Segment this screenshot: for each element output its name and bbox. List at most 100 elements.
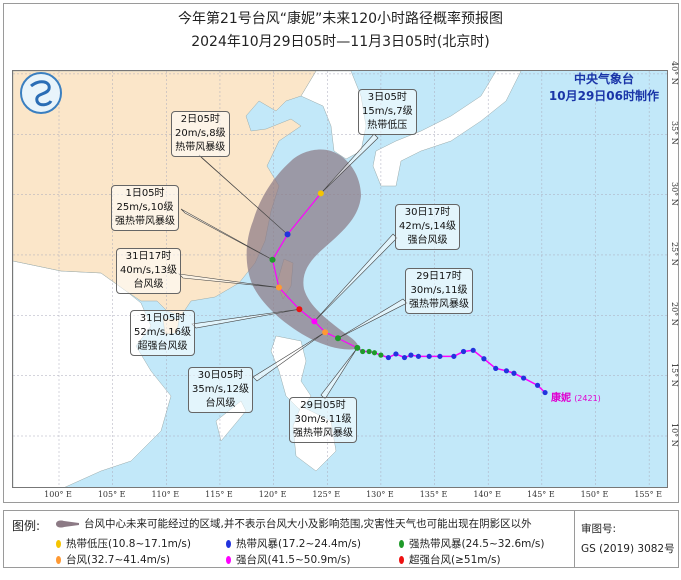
storm-label: 康妮 (2421)	[551, 389, 601, 404]
lon-tick-label: 150° E	[580, 490, 609, 499]
legend-item-label: 强热带风暴(24.5~32.6m/s)	[409, 538, 545, 550]
lat-tick-label: 35° N	[670, 121, 679, 145]
lon-tick-label: 120° E	[258, 490, 287, 499]
past-track-point	[521, 375, 527, 381]
legend-item-label: 热带低压(10.8~17.1m/s)	[66, 538, 191, 550]
lat-tick-label: 25° N	[670, 241, 679, 266]
lat-tick-label: 10° N	[670, 423, 679, 447]
legend-title: 图例:	[12, 519, 41, 533]
callout-time: 31日17时	[125, 251, 172, 262]
forecast-point	[311, 318, 318, 325]
past-track-point	[460, 348, 467, 355]
callout-time: 30日05时	[197, 370, 244, 381]
callout-leaders	[178, 133, 408, 400]
lon-tick-label: 105° E	[97, 490, 126, 499]
callout-wind: 35m/s,12级	[192, 384, 249, 395]
track-points	[269, 190, 548, 396]
callout-level: 强热带风暴级	[293, 428, 353, 439]
callout-wind: 15m/s,7级	[362, 106, 413, 117]
category-dot-icon	[56, 539, 61, 548]
callout-time: 3日05时	[367, 92, 407, 103]
legend-item-label: 超强台风(≥51m/s)	[409, 554, 501, 566]
page-subtitle: 2024年10月29日05时—11月3日05时(北京时)	[191, 34, 490, 50]
lon-tick-label: 145° E	[527, 490, 555, 499]
lon-tick-label: 155° E	[634, 490, 662, 499]
chart-frame	[3, 3, 679, 503]
forecast-point	[334, 335, 341, 342]
callout-time: 31日05时	[139, 313, 186, 324]
callout-wind: 30m/s,11级	[410, 285, 468, 296]
typhoon-track-map: 中央气象台 10月29日06时制作 康妮 (2421) 29日05时 30m/s,…	[12, 70, 668, 488]
past-track-point	[426, 353, 432, 359]
lat-tick-label: 20° N	[670, 302, 679, 327]
past-track-point	[408, 352, 414, 358]
category-dot-icon	[226, 555, 231, 564]
forecast-point	[354, 344, 361, 351]
callout-level: 强台风级	[407, 235, 448, 246]
lon-tick-label: 135° E	[419, 490, 448, 499]
past-track-point	[366, 348, 372, 355]
forecast-callout: 2日05时 20m/s,8级 热带风暴级	[171, 111, 230, 157]
past-track-point	[378, 352, 384, 358]
past-track-point	[481, 356, 487, 362]
review-number: GS (2019) 3082号	[581, 543, 675, 555]
category-dot-icon	[226, 539, 231, 548]
lon-tick-label: 115° E	[205, 490, 233, 499]
forecast-point	[269, 256, 276, 263]
past-track-point	[393, 351, 399, 357]
category-dot-icon	[399, 539, 404, 548]
past-track-point	[401, 354, 408, 361]
legend-item: 强热带风暴(24.5~32.6m/s)	[399, 536, 545, 551]
forecast-point	[322, 329, 329, 336]
callout-time: 29日17时	[416, 271, 462, 282]
forecast-callout: 30日17时 42m/s,14级 强台风级	[395, 204, 460, 250]
callout-time: 29日05时	[300, 400, 346, 411]
lon-tick-label: 110° E	[151, 490, 180, 499]
callout-time: 2日05时	[180, 114, 220, 125]
lat-tick-label: 40° N	[670, 60, 679, 85]
legend-cone-label: 台风中心未来可能经过的区域,并不表示台风大小及影响范围,灾害性天气也可能出现在阴…	[84, 518, 532, 530]
forecast-callout: 1日05时 25m/s,10级 强热带风暴级	[111, 185, 179, 231]
callout-wind: 52m/s,16级	[134, 327, 191, 338]
past-track-point	[437, 353, 443, 359]
past-track-point	[511, 370, 517, 376]
lat-tick-label: 30° N	[670, 181, 679, 206]
forecast-callout: 29日05时 30m/s,11级 强热带风暴级	[289, 397, 357, 443]
callout-time: 1日05时	[125, 188, 165, 199]
callout-level: 台风级	[205, 398, 236, 409]
past-track-point	[385, 354, 392, 361]
lat-tick-label: 15° N	[670, 362, 679, 387]
callout-level: 热带风暴级	[175, 142, 226, 153]
forecast-callout: 31日05时 52m/s,16级 超强台风级	[130, 310, 195, 356]
page-title: 今年第21号台风“康妮”未来120小时路径概率预报图	[177, 11, 504, 27]
past-track-point	[542, 389, 548, 396]
legend-item-label: 热带风暴(17.2~24.4m/s)	[236, 538, 361, 550]
lon-tick-label: 130° E	[366, 490, 394, 499]
forecast-callout: 30日05时 35m/s,12级 台风级	[188, 367, 253, 413]
callout-wind: 42m/s,14级	[399, 221, 456, 232]
callout-leader	[320, 133, 379, 194]
legend-cone: 台风中心未来可能经过的区域,并不表示台风大小及影响范围,灾害性天气也可能出现在阴…	[54, 516, 532, 531]
lon-tick-label: 140° E	[473, 490, 502, 499]
callout-level: 超强台风级	[137, 341, 188, 352]
callout-leader	[178, 273, 280, 288]
past-track-point	[415, 353, 422, 359]
legend-item-label: 台风(32.7~41.4m/s)	[66, 554, 170, 566]
legend-item: 强台风(41.5~50.9m/s)	[226, 552, 351, 567]
legend-item-label: 强台风(41.5~50.9m/s)	[236, 554, 351, 566]
storm-number: (2421)	[574, 394, 601, 403]
callout-level: 台风级	[133, 279, 164, 290]
agency-name: 中央气象台	[573, 72, 634, 86]
callout-level: 强热带风暴级	[409, 299, 469, 310]
callout-time: 30日17时	[404, 207, 451, 218]
forecast-callout: 3日05时 15m/s,7级 热带低压	[358, 89, 417, 135]
callout-wind: 30m/s,11级	[294, 414, 352, 425]
past-track-point	[503, 368, 510, 374]
probability-cone	[246, 149, 361, 350]
forecast-point	[296, 306, 303, 313]
forecast-point	[317, 190, 324, 197]
past-track-point	[493, 365, 499, 372]
past-track-point	[371, 350, 378, 356]
storm-name: 康妮	[551, 393, 571, 404]
legend-item: 热带风暴(17.2~24.4m/s)	[226, 536, 361, 551]
